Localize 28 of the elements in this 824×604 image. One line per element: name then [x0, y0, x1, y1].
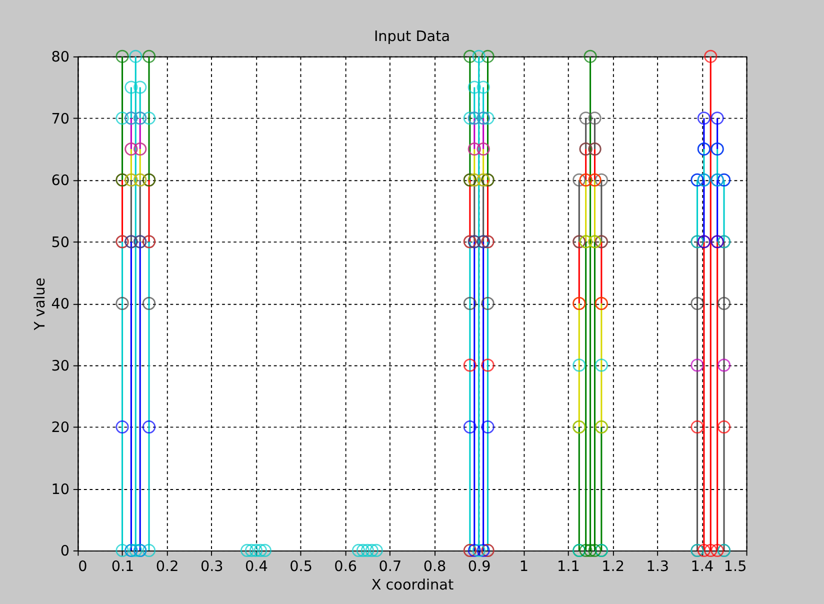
y-tick-label: 10 — [51, 482, 70, 498]
y-tick-label: 40 — [51, 296, 70, 313]
x-tick-label: 0.9 — [468, 559, 491, 576]
x-tick-label: 0 — [78, 559, 88, 576]
x-tick-label: 1.3 — [646, 559, 670, 576]
x-tick-label: 1.1 — [557, 559, 580, 576]
chart-title: Input Data — [374, 29, 450, 46]
y-tick-label: 50 — [51, 234, 70, 251]
x-axis-title: X coordinat — [371, 577, 454, 594]
x-tick-label: 1 — [519, 559, 528, 576]
y-tick-label: 70 — [51, 111, 70, 128]
x-tick-label: 0.5 — [290, 559, 312, 576]
x-tick-label: 1.5 — [724, 559, 747, 576]
y-tick-label: 80 — [51, 50, 70, 66]
x-tick-label: 1.4 — [690, 559, 714, 576]
x-tick-label: 0.1 — [111, 559, 134, 576]
x-tick-label: 0.2 — [156, 559, 179, 576]
x-tick-label: 1.2 — [602, 559, 624, 576]
x-tick-label: 0.6 — [334, 559, 358, 576]
x-tick-label: 0.8 — [423, 559, 446, 576]
x-tick-label: 0.3 — [200, 559, 224, 576]
y-tick-label: 60 — [51, 173, 70, 190]
x-tick-label: 0.7 — [378, 559, 402, 576]
x-tick-label: 0.4 — [245, 559, 268, 576]
y-tick-label: 0 — [60, 544, 70, 560]
y-tick-label: 20 — [51, 420, 70, 436]
y-axis-title: Y value — [32, 277, 49, 332]
y-tick-label: 30 — [51, 358, 70, 374]
